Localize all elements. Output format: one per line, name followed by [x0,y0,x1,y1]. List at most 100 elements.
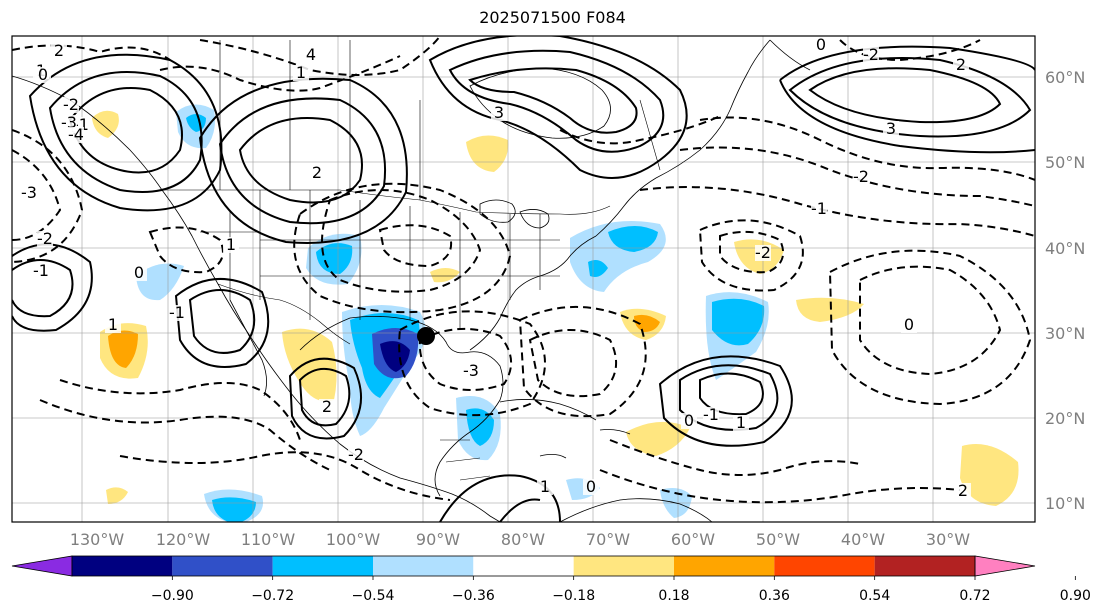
contour-label: 3 [886,119,896,138]
colorbar-labels: −0.90 −0.72 −0.54 −0.36 −0.18 0.18 0.36 0.54 0.7… [151,576,1091,604]
contour-line [439,474,561,522]
contour-label-background [703,407,719,423]
longitude-label: 50°W [756,530,800,549]
contour-line [859,265,1002,376]
colorbar-label: 0.18 [658,588,689,604]
contour-line [12,44,171,61]
positive-anomaly-region [430,268,460,283]
contour-line [518,306,647,418]
contour-label-background [105,317,121,333]
contour-line [609,439,861,476]
contour-label-background [21,185,37,201]
colorbar-label: −0.54 [352,588,395,604]
colorbar-outline [71,555,976,577]
contour-line [39,399,331,471]
negative-contours [12,36,1035,504]
latitude-labels: 60°N 50°N 40°N 30°N 20°N 10°N [1045,68,1085,513]
contour-label: 0 [586,477,596,496]
latitude-label: 50°N [1045,153,1085,172]
colorbar-segment [774,556,875,576]
contour-label-background [319,399,335,415]
contour-label: -3 [463,361,479,380]
contour-line [719,230,784,274]
contour-label-background [681,413,697,429]
central-america-borders [440,439,491,481]
contour-line [159,55,401,92]
contour-line [288,357,362,440]
longitude-label: 90°W [416,530,460,549]
contour-label: 1 [296,63,306,82]
contour-line [828,249,1032,406]
map-title: 2025071500 F084 [479,8,626,27]
contour-label-background [491,105,507,121]
colorbar-label: −0.72 [251,588,294,604]
colorbar-segment [72,556,173,576]
contour-line [298,368,351,427]
contour-label: -3 [21,183,37,202]
positive-anomaly-region [796,297,864,322]
negative-anomaly-region [136,263,184,301]
contour-label-background [223,237,239,253]
negative-anomaly-core [608,226,658,252]
florida-peninsula [469,235,597,351]
contour-label: 0 [134,263,144,282]
longitude-label: 130°W [70,530,125,549]
contour-label-background [303,47,319,63]
contour-label-background [63,97,79,113]
positive-anomaly-core [108,330,138,368]
contour-label: 2 [958,481,968,500]
contour-line [679,146,1035,207]
contour-line [28,53,223,212]
contour-label-background [463,363,479,379]
contour-line [12,129,84,263]
contour-line [188,289,256,354]
contour-label-background [169,305,185,321]
contour-label: -2 [348,445,364,464]
colorbar-label: 0.90 [1060,588,1091,604]
longitude-label: 110°W [241,530,296,549]
colorbar-label: 0.72 [959,588,990,604]
longitude-label: 120°W [156,530,211,549]
colorbar-segment [373,556,474,576]
contour-label-background [68,127,84,143]
contour-line [59,379,301,441]
us-state-lines [200,190,560,330]
contour-line [119,451,451,501]
baja-california [229,299,267,397]
longitude-label: 30°W [926,530,970,549]
greenland-coast [769,39,811,71]
contour-label-background [953,57,969,73]
contour-label: -2 [63,95,79,114]
contour-label-background [37,231,53,247]
contour-line [599,469,961,504]
contour-label-background [293,65,309,81]
longitude-label: 70°W [586,530,630,549]
contour-label-background [309,165,325,181]
north-america-west-coast [12,75,501,522]
contour-line [378,224,452,268]
contour-label: 0 [38,65,48,84]
contour-label: 1 [108,315,118,334]
latitude-label: 30°N [1045,324,1085,343]
contour-label-background [811,201,827,217]
contour-label: 0 [684,411,694,430]
gulf-of-mexico-coast [299,316,504,497]
negative-anomaly-core [712,298,765,346]
positive-anomaly-region [960,444,1019,506]
positive-anomaly-region [282,328,337,402]
contour-line [639,186,1035,237]
us-canada-border [162,189,611,215]
contour-label-background [35,67,51,83]
contour-label: 2 [312,163,322,182]
contour-line [808,67,1002,124]
contour-label-background [733,415,749,431]
colorbar-segment [674,556,775,576]
latitude-label: 40°N [1045,239,1085,258]
contour-label: 1 [736,413,746,432]
longitude-label: 60°W [671,530,715,549]
colorbar-extend-high [974,555,1036,577]
contour-label: -2 [863,45,879,64]
latitude-label: 10°N [1045,494,1085,513]
contour-label: -2 [37,229,53,248]
